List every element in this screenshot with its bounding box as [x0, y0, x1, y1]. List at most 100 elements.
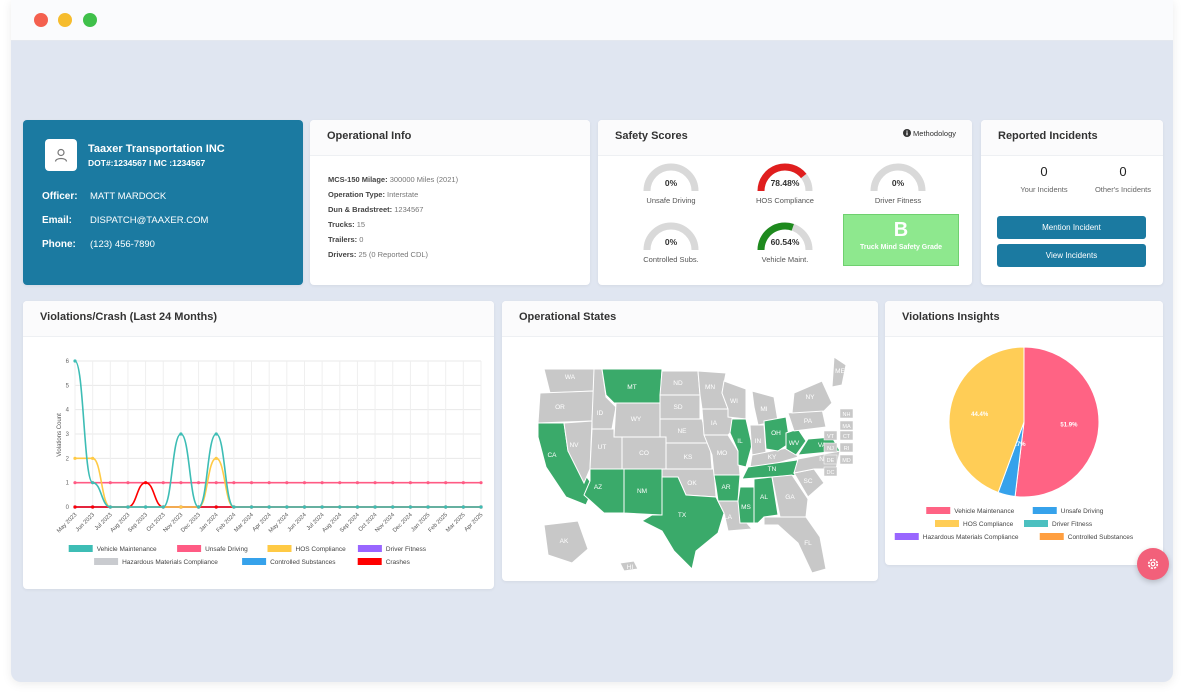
legend-label[interactable]: Vehicle Maintenance: [97, 546, 157, 553]
state-label: ID: [597, 410, 604, 417]
legend-swatch: [267, 545, 292, 552]
state-label: MO: [717, 450, 727, 457]
state-dc[interactable]: [823, 466, 838, 477]
operational-info-card: Operational Info MCS-150 Milage: 300000 …: [310, 120, 590, 285]
reported-incidents-title: Reported Incidents: [981, 120, 1163, 156]
state-me[interactable]: [831, 356, 847, 388]
settings-fab-button[interactable]: [1137, 548, 1169, 580]
legend-label[interactable]: Controlled Substances: [270, 559, 336, 566]
gauge-controlled-subs: 0% Controlled Subs.: [636, 220, 706, 264]
state-hi[interactable]: [619, 560, 639, 572]
data-point: [91, 505, 95, 509]
y-tick-label: 6: [66, 359, 70, 365]
state-or[interactable]: [537, 390, 595, 424]
gauge-value: 60.54%: [770, 237, 800, 247]
legend-label[interactable]: HOS Compliance: [296, 546, 347, 553]
op-info-value: 0: [359, 235, 364, 244]
legend-label[interactable]: Unsafe Driving: [1061, 508, 1104, 515]
legend-label[interactable]: Hazardous Materials Compliance: [923, 534, 1019, 541]
op-info-value: 25 (0 Reported CDL): [358, 250, 429, 259]
op-info-label: Drivers:: [328, 250, 359, 259]
legend-label[interactable]: Crashes: [386, 559, 411, 566]
mention-incident-button[interactable]: Mention Incident: [997, 216, 1146, 239]
state-vt[interactable]: [823, 430, 838, 441]
info-icon: [902, 129, 911, 137]
state-ny[interactable]: [791, 380, 833, 414]
op-info-label: Operation Type:: [328, 190, 388, 199]
state-de[interactable]: [823, 454, 838, 465]
state-label: RI: [844, 446, 850, 452]
legend-swatch: [1024, 520, 1048, 527]
data-point: [444, 481, 448, 485]
legend-label[interactable]: Driver Fitness: [1052, 521, 1093, 528]
state-ct[interactable]: [839, 430, 854, 441]
state-label: DC: [827, 470, 835, 476]
state-label: IA: [711, 420, 718, 427]
legend-swatch: [68, 545, 93, 552]
state-oh[interactable]: [763, 416, 791, 452]
x-tick-label: Jun 2023: [75, 512, 96, 533]
view-incidents-button[interactable]: View Incidents: [997, 244, 1146, 267]
state-wi[interactable]: [721, 380, 747, 420]
gauge-arc: [643, 222, 699, 251]
user-icon: [54, 148, 68, 162]
state-az[interactable]: [583, 468, 625, 514]
state-label: IN: [755, 438, 762, 445]
data-point: [479, 505, 483, 509]
state-md[interactable]: [839, 454, 854, 465]
legend-label[interactable]: Vehicle Maintenance: [954, 508, 1014, 515]
state-label: AK: [560, 538, 569, 545]
browser-window: Taaxer Transportation INC DOT#:1234567 I…: [11, 0, 1173, 682]
legend-label[interactable]: Driver Fitness: [386, 546, 427, 553]
gauge-value: 78.48%: [770, 178, 800, 188]
state-ga[interactable]: [771, 474, 809, 518]
gauge-driver-fitness: 0% Driver Fitness: [863, 161, 933, 205]
state-label: MN: [705, 384, 715, 391]
op-info-row: Trucks: 15: [328, 220, 365, 229]
state-label: TN: [768, 466, 777, 473]
state-tx[interactable]: [640, 476, 725, 570]
data-point: [249, 505, 254, 509]
legend-label[interactable]: HOS Compliance: [963, 521, 1014, 528]
data-point: [179, 432, 183, 436]
gear-icon: [1147, 558, 1159, 570]
state-nh[interactable]: [839, 408, 854, 419]
legend-swatch: [935, 520, 959, 527]
state-ma[interactable]: [839, 420, 854, 431]
gauge-value: 0%: [891, 178, 905, 188]
state-ri[interactable]: [839, 442, 854, 453]
state-ak[interactable]: [543, 520, 589, 564]
data-point: [91, 481, 95, 485]
maximize-window-button[interactable]: [83, 13, 97, 27]
op-info-label: Trucks:: [328, 220, 357, 229]
phone-row: Phone: (123) 456-7890: [42, 239, 155, 250]
state-ms[interactable]: [737, 486, 755, 524]
state-label: OR: [555, 404, 565, 411]
avatar: [45, 139, 77, 171]
op-info-label: Dun & Bradstreet:: [328, 205, 395, 214]
legend-label[interactable]: Controlled Substances: [1068, 534, 1134, 541]
state-label: KS: [684, 454, 693, 461]
op-info-value: 1234567: [394, 205, 424, 214]
state-label: KY: [768, 454, 777, 461]
state-label: AR: [721, 484, 730, 491]
state-il[interactable]: [729, 418, 753, 468]
close-window-button[interactable]: [34, 13, 48, 27]
legend-label[interactable]: Unsafe Driving: [205, 546, 248, 553]
state-label: AZ: [594, 484, 602, 491]
data-point: [426, 505, 430, 509]
state-fl[interactable]: [763, 516, 827, 574]
state-label: MI: [760, 406, 767, 413]
data-point: [267, 505, 271, 509]
operational-states-title: Operational States: [502, 301, 878, 337]
state-wa[interactable]: [543, 368, 595, 394]
data-point: [285, 505, 289, 509]
x-tick-label: Mar 2025: [445, 512, 467, 534]
methodology-link[interactable]: Methodology: [902, 129, 956, 138]
state-label: LA: [724, 514, 733, 521]
minimize-window-button[interactable]: [58, 13, 72, 27]
state-nj[interactable]: [823, 442, 838, 453]
state-nv[interactable]: [563, 420, 593, 485]
legend-label[interactable]: Hazardous Materials Compliance: [122, 559, 218, 566]
phone-label: Phone:: [42, 239, 76, 250]
